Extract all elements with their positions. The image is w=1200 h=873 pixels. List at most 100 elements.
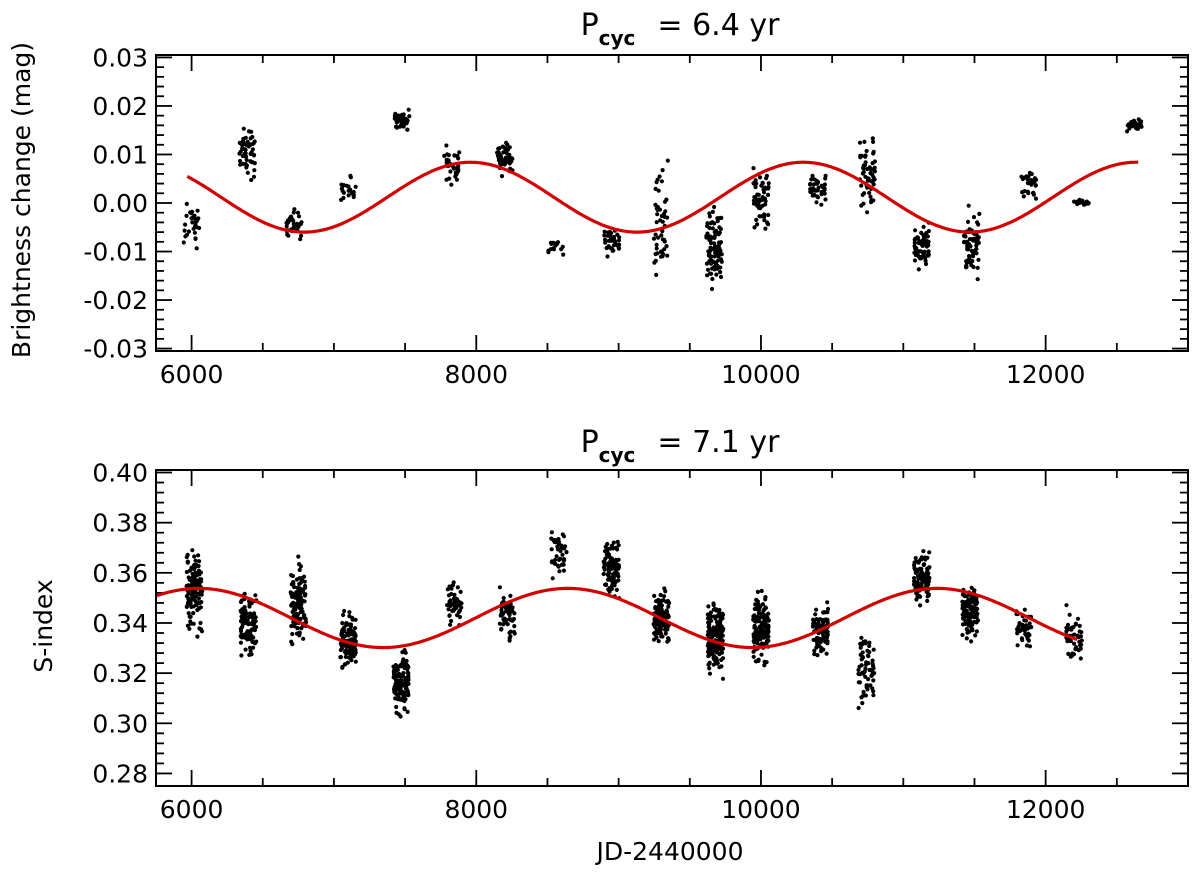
s-index-data-point [187, 597, 192, 602]
s-index-data-point [856, 667, 861, 673]
s-index-data-point [821, 633, 826, 639]
s-index-y-tick-label: 0.40 [92, 459, 148, 488]
s-index-data-point [240, 622, 245, 627]
s-index-data-point [191, 582, 196, 587]
s-index-data-point [656, 639, 661, 644]
s-index-data-point [1064, 629, 1069, 634]
s-index-data-point [720, 612, 726, 618]
brightness-data-point [559, 247, 564, 252]
brightness-data-point [296, 224, 301, 229]
s-index-data-point [717, 620, 722, 625]
brightness-data-point [604, 245, 609, 251]
s-index-x-tick-label: 8000 [444, 795, 508, 824]
s-index-data-point [970, 604, 975, 609]
brightness-data-point [765, 192, 771, 197]
s-index-data-point [1015, 643, 1020, 648]
brightness-data-point [238, 158, 243, 164]
s-index-data-point [505, 622, 510, 627]
brightness-y-tick-label: 0.02 [92, 92, 148, 121]
s-index-data-point [347, 648, 352, 653]
brightness-fit-curve [186, 160, 1139, 234]
brightness-data-point [192, 213, 197, 218]
brightness-data-point [819, 202, 824, 207]
s-index-data-point [508, 593, 513, 599]
s-index-data-point [856, 680, 861, 685]
brightness-data-point [964, 264, 969, 270]
brightness-data-point [651, 236, 657, 241]
s-index-data-point [238, 640, 243, 645]
s-index-data-point [561, 534, 567, 539]
brightness-data-point [504, 140, 509, 145]
brightness-data-point [500, 144, 505, 149]
s-index-data-point [549, 536, 554, 541]
s-index-data-point [706, 642, 711, 647]
brightness-data-point [762, 212, 767, 217]
s-index-data-point [751, 614, 756, 619]
s-index-data-point [451, 580, 456, 585]
s-index-data-point [245, 621, 250, 626]
s-index-data-point [859, 663, 864, 668]
brightness-data-point [715, 219, 720, 224]
brightness-data-point [243, 147, 248, 153]
brightness-data-point [766, 186, 771, 191]
brightness-data-point [868, 194, 873, 199]
s-index-data-point [290, 642, 295, 647]
brightness-data-point [718, 270, 723, 275]
s-index-data-point [710, 635, 715, 640]
s-index-data-point [705, 612, 710, 617]
s-index-data-point [658, 631, 663, 636]
brightness-data-point [193, 223, 198, 228]
s-index-data-point [403, 682, 409, 688]
s-index-data-point [188, 614, 193, 619]
s-index-data-point [402, 706, 407, 711]
brightness-data-point [506, 154, 511, 159]
s-index-data-point [610, 577, 615, 582]
s-index-data-point [1076, 648, 1081, 653]
brightness-data-point [1025, 189, 1030, 194]
s-index-data-point [602, 549, 608, 554]
brightness-data-point [970, 252, 976, 257]
brightness-data-point [654, 206, 659, 211]
brightness-data-point [969, 237, 974, 242]
s-index-data-point [299, 599, 304, 604]
s-index-data-point [338, 655, 343, 660]
s-index-y-tick-label: 0.32 [92, 659, 148, 688]
s-index-data-point [553, 557, 558, 563]
s-index-data-point [706, 662, 711, 667]
brightness-data-point [712, 233, 718, 238]
brightness-data-point [183, 222, 188, 227]
brightness-data-point [192, 230, 197, 235]
brightness-data-point [869, 198, 874, 203]
brightness-data-point [393, 111, 398, 116]
brightness-data-point [921, 224, 926, 229]
s-index-data-point [870, 686, 875, 691]
s-index-data-point [759, 588, 764, 594]
brightness-data-point [871, 149, 876, 154]
brightness-data-point [663, 209, 668, 214]
brightness-data-point [706, 253, 712, 258]
s-index-data-point [1072, 641, 1077, 646]
s-index-data-point [1078, 656, 1083, 661]
brightness-data-point [859, 183, 864, 188]
s-index-data-point [398, 697, 403, 702]
brightness-data-point [751, 166, 756, 171]
s-index-data-point [1067, 612, 1072, 617]
brightness-data-point [617, 242, 622, 247]
brightness-data-point [1021, 175, 1026, 180]
brightness-data-point [763, 226, 768, 231]
brightness-data-point [921, 237, 926, 242]
s-index-data-point [398, 687, 403, 692]
brightness-data-point [249, 177, 254, 183]
s-index-data-point [295, 596, 300, 602]
brightness-data-point [752, 225, 757, 230]
brightness-data-point [971, 264, 976, 270]
brightness-data-point [718, 274, 724, 280]
brightness-data-point [872, 168, 877, 173]
s-index-data-point [351, 654, 356, 659]
brightness-data-point [765, 221, 770, 226]
s-index-y-tick-label: 0.34 [92, 609, 148, 638]
s-index-data-point [342, 634, 347, 639]
s-index-data-point [752, 625, 757, 630]
s-index-data-point [299, 626, 304, 631]
s-index-data-point [970, 622, 975, 627]
